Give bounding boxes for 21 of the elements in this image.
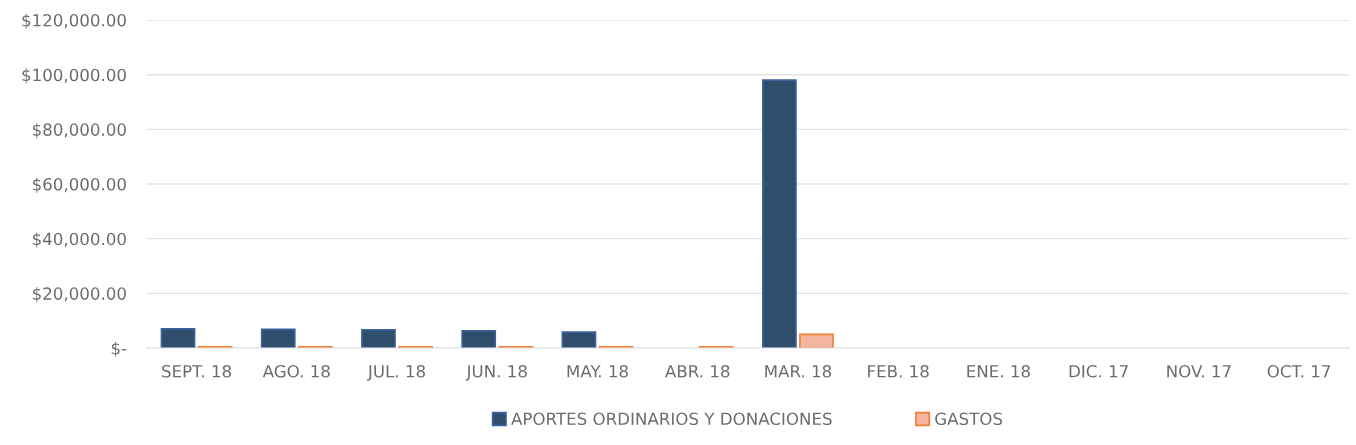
y-tick-label: $100,000.00: [22, 68, 126, 84]
x-tick-label: ENE. 18: [967, 364, 1030, 378]
x-tick-label: FEB. 18: [868, 364, 929, 378]
x-tick-label: SEPT. 18: [162, 364, 232, 378]
y-tick-label: $-: [111, 341, 127, 357]
x-tick-label: DIC. 17: [1069, 364, 1128, 378]
legend-label: APORTES ORDINARIOS Y DONACIONES: [511, 412, 832, 426]
x-tick-label: ABR. 18: [665, 364, 730, 378]
x-tick-label: MAR. 18: [765, 364, 832, 378]
x-tick-label: AGO. 18: [262, 364, 330, 378]
x-tick-label: MAY. 18: [567, 364, 628, 378]
y-tick-label: $60,000.00: [32, 177, 126, 193]
x-tick-label: NOV. 17: [1167, 364, 1231, 378]
y-tick-label: $120,000.00: [22, 13, 126, 29]
x-tick-label: JUN. 18: [465, 364, 527, 381]
x-tick-label: JUL. 18: [367, 364, 425, 381]
y-tick-label: $80,000.00: [32, 123, 126, 139]
y-tick-label: $40,000.00: [32, 232, 126, 248]
x-tick-label: OCT. 17: [1267, 364, 1331, 378]
legend-label: GASTOS: [935, 412, 1003, 426]
y-tick-label: $20,000.00: [32, 287, 126, 303]
